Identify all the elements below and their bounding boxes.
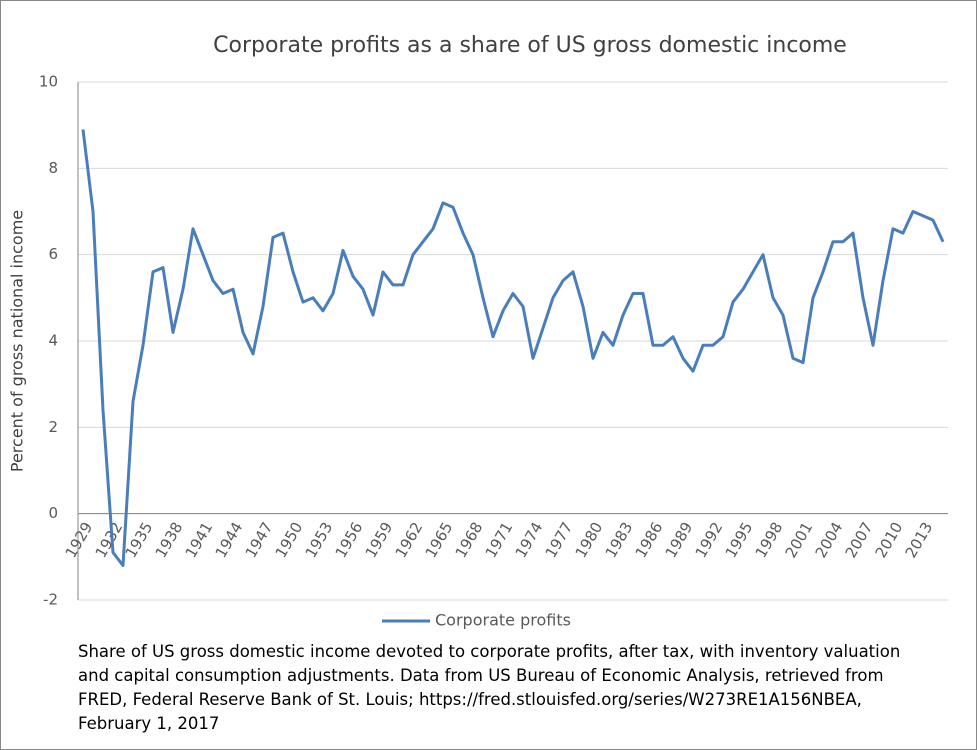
caption-line: and capital consumption adjustments. Dat… <box>78 666 884 685</box>
y-tick-label: -2 <box>43 591 58 609</box>
y-tick-label: 8 <box>48 159 58 177</box>
chart-title: Corporate profits as a share of US gross… <box>213 33 847 58</box>
caption-line: February 1, 2017 <box>78 714 220 733</box>
y-tick-label: 6 <box>48 245 58 263</box>
y-axis-label: Percent of gross national income <box>8 210 27 472</box>
caption-line: Share of US gross domestic income devote… <box>78 642 901 661</box>
legend-label: Corporate profits <box>435 611 571 630</box>
y-tick-label: 10 <box>39 73 58 91</box>
y-tick-label: 4 <box>48 332 58 350</box>
y-tick-label: 0 <box>48 504 58 522</box>
caption: Share of US gross domestic income devote… <box>78 640 968 736</box>
series-line <box>81 129 945 567</box>
caption-line: FRED, Federal Reserve Bank of St. Louis;… <box>78 690 862 709</box>
y-tick-label: 2 <box>48 418 58 436</box>
